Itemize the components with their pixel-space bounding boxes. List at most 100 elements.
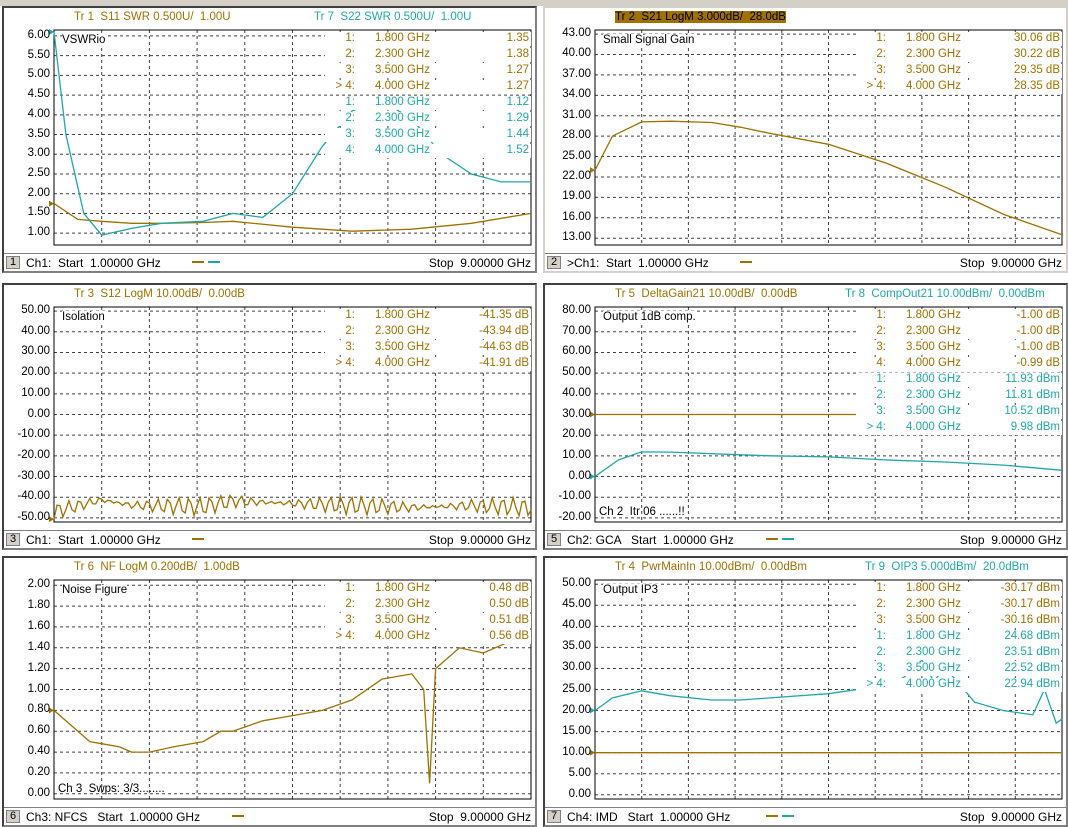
marker-readout-row: 1: 1.800 GHz 24.68 dBm: [856, 630, 1062, 644]
trace-header[interactable]: Tr 6 NF LogM 0.200dB/ 1.00dB: [74, 561, 240, 573]
y-tick-label: 10.00: [562, 745, 591, 758]
marker-value: 23.51 dBm: [1004, 646, 1060, 658]
trace-legend-swatch: [782, 538, 795, 540]
stop-frequency[interactable]: Stop 9.00000 GHz: [428, 256, 531, 270]
trace-legend-swatch: [782, 815, 795, 817]
stop-frequency[interactable]: Stop 9.00000 GHz: [959, 256, 1062, 270]
channel-footer: 3 Ch1: Start 1.00000 GHz Stop 9.00000 GHz: [4, 530, 535, 548]
trace-window-3[interactable]: 50.00 40.00 30.00 20.00 10.00 0.00 -10.00 -20.0…: [2, 283, 537, 550]
trace-header[interactable]: Tr 1 S11 SWR 0.500U/ 1.00U: [74, 11, 231, 23]
window-number[interactable]: 1: [6, 256, 20, 269]
trace-window-1[interactable]: 6.00 5.50 5.00 4.50 4.00 3.50 3.00 2.50 2.00 1.50…: [2, 6, 537, 273]
window-title: VSWRio: [62, 34, 106, 46]
marker-readout-row: 1: 1.800 GHz 11.93 dBm: [856, 373, 1062, 387]
start-frequency[interactable]: >Ch1: Start 1.00000 GHz: [567, 256, 709, 270]
marker-id: 1:: [345, 582, 355, 594]
marker-readout-row: 1: 1.800 GHz 1.12: [325, 96, 531, 110]
reference-marker: [590, 411, 595, 418]
marker-readout-row: > 4: 4.000 GHz 22.94 dBm: [856, 678, 1062, 692]
marker-value: 22.52 dBm: [1004, 662, 1060, 674]
window-number[interactable]: 2: [547, 256, 561, 269]
trace-window-7[interactable]: 50.00 45.00 40.00 35.00 30.00 25.00 20.00 15.00…: [543, 556, 1068, 827]
stop-frequency[interactable]: Stop 9.00000 GHz: [428, 533, 531, 547]
trace-window-2[interactable]: 43.00 40.00 37.00 34.00 31.00 28.00 25.00 22.00…: [543, 6, 1068, 273]
marker-value: 9.98 dBm: [1010, 421, 1060, 433]
y-tick-label: -50.00: [17, 510, 50, 523]
start-frequency[interactable]: Ch4: IMD Start 1.00000 GHz: [567, 810, 731, 824]
marker-frequency: 4.000 GHz: [906, 421, 961, 433]
start-frequency[interactable]: Ch1: Start 1.00000 GHz: [26, 533, 161, 547]
marker-value: 1.27: [506, 64, 529, 76]
marker-frequency: 2.300 GHz: [906, 646, 961, 658]
marker-id: 1:: [876, 309, 886, 321]
window-title: Isolation: [62, 311, 105, 323]
marker-readout-row: 2: 2.300 GHz 11.81 dBm: [856, 389, 1062, 403]
marker-readout-row: 2: 2.300 GHz -30.17 dBm: [856, 598, 1062, 612]
start-frequency[interactable]: Ch1: Start 1.00000 GHz: [26, 256, 161, 270]
trace-header[interactable]: Tr 9 OIP3 5.000dBm/ 20.0dBm: [865, 561, 1029, 573]
marker-value: -1.00 dB: [1016, 309, 1060, 321]
marker-value: -1.00 dB: [1016, 325, 1060, 337]
marker-frequency: 2.300 GHz: [375, 325, 430, 337]
trace-legend-swatch: [208, 261, 221, 263]
trace-brown: [594, 120, 1063, 236]
trace-legend-swatch: [766, 538, 779, 540]
y-tick-label: 1.00: [27, 682, 50, 695]
marker-frequency: 1.800 GHz: [375, 32, 430, 44]
reference-marker: [49, 200, 54, 207]
y-tick-label: 20.00: [562, 428, 591, 441]
marker-id: 2:: [876, 646, 886, 658]
y-tick-label: 50.00: [562, 366, 591, 379]
y-tick-label: 0.80: [27, 703, 50, 716]
marker-readout-row: > 4: 4.000 GHz -41.91 dB: [325, 357, 531, 371]
trace-window-6[interactable]: 2.00 1.80 1.60 1.40 1.20 1.00 0.80 0.60 0.40 0.20…: [2, 556, 537, 827]
trace-header[interactable]: Tr 8 CompOut21 10.00dBm/ 0.00dBm: [845, 288, 1045, 300]
stop-frequency[interactable]: Stop 9.00000 GHz: [959, 810, 1062, 824]
marker-frequency: 4.000 GHz: [906, 80, 961, 92]
y-tick-label: 30.00: [562, 407, 591, 420]
window-number[interactable]: 6: [6, 810, 20, 823]
trace-header[interactable]: Tr 5 DeltaGain21 10.00dB/ 0.00dB: [615, 288, 798, 300]
y-tick-label: 1.20: [27, 661, 50, 674]
trace-header[interactable]: Tr 7 S22 SWR 0.500U/ 1.00U: [314, 11, 472, 23]
marker-value: 1.29: [506, 112, 529, 124]
start-frequency[interactable]: Ch2: GCA Start 1.00000 GHz: [567, 533, 734, 547]
start-frequency[interactable]: Ch3: NFCS Start 1.00000 GHz: [26, 810, 201, 824]
marker-id: 1:: [876, 582, 886, 594]
trace-window-5[interactable]: 80.00 70.00 60.00 50.00 40.00 30.00 20.00 10.00…: [543, 283, 1068, 550]
marker-value: -43.94 dB: [479, 325, 529, 337]
marker-readout-row: 2: 2.300 GHz -1.00 dB: [856, 325, 1062, 339]
marker-frequency: 2.300 GHz: [375, 48, 430, 60]
marker-frequency: 3.500 GHz: [375, 614, 430, 626]
marker-frequency: 1.800 GHz: [375, 96, 430, 108]
window-number[interactable]: 5: [547, 533, 561, 546]
stop-frequency[interactable]: Stop 9.00000 GHz: [428, 810, 531, 824]
marker-readout-row: 2: 2.300 GHz 0.50 dB: [325, 598, 531, 612]
plot-frame: [594, 29, 1063, 246]
stop-frequency[interactable]: Stop 9.00000 GHz: [959, 533, 1062, 547]
y-tick-label: 34.00: [562, 88, 591, 101]
marker-readout-row: 1: 1.800 GHz 1.35: [325, 32, 531, 46]
trace-header[interactable]: Tr 4 PwrMainIn 10.00dBm/ 0.00dBm: [615, 561, 807, 573]
marker-readout-row: 4: 4.000 GHz -0.99 dB: [856, 357, 1062, 371]
marker-value: -41.35 dB: [479, 309, 529, 321]
y-tick-label: 16.00: [562, 210, 591, 223]
y-tick-label: 70.00: [562, 324, 591, 337]
marker-value: 0.48 dB: [489, 582, 529, 594]
y-tick-label: 37.00: [562, 67, 591, 80]
reference-marker: [49, 516, 54, 523]
y-tick-label: 40.00: [562, 47, 591, 60]
y-tick-label: -10.00: [558, 490, 591, 503]
marker-value: 1.38: [506, 48, 529, 60]
y-tick-label: 0.20: [27, 765, 50, 778]
reference-marker: [590, 749, 595, 756]
window-number[interactable]: 7: [547, 810, 561, 823]
y-tick-label: 4.50: [27, 88, 50, 101]
marker-frequency: 3.500 GHz: [906, 64, 961, 76]
marker-frequency: 3.500 GHz: [375, 341, 430, 353]
trace-header[interactable]: Tr 2 S21 LogM 3.000dB/ 28.0dB: [615, 11, 786, 23]
y-tick-label: 60.00: [562, 345, 591, 358]
marker-value: -0.99 dB: [1016, 357, 1060, 369]
trace-header[interactable]: Tr 3 S12 LogM 10.00dB/ 0.00dB: [74, 288, 245, 300]
window-number[interactable]: 3: [6, 533, 20, 546]
